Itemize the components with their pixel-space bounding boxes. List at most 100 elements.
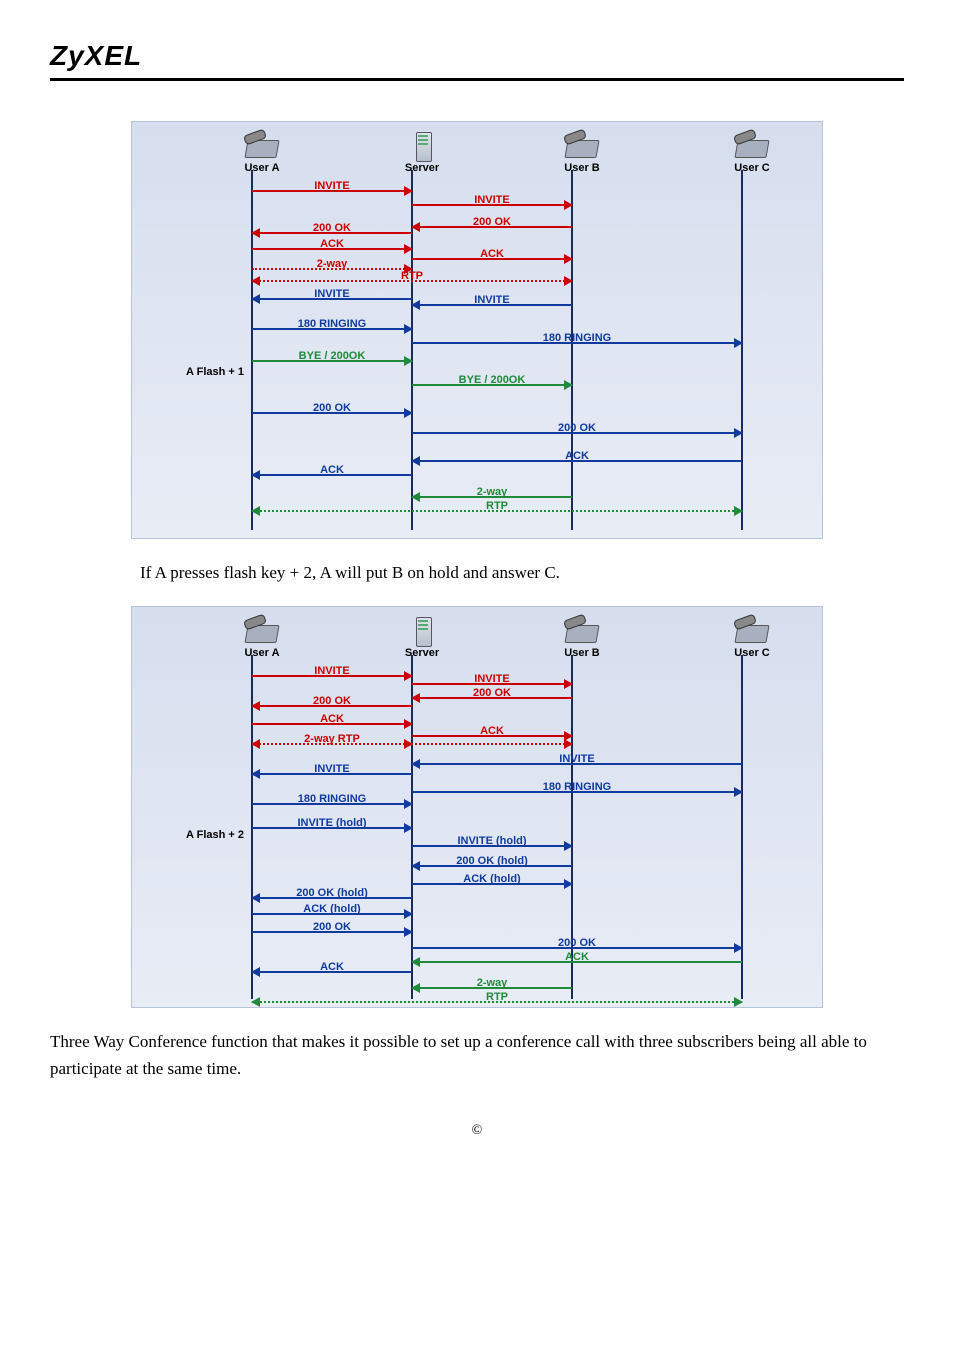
seq-arrow	[412, 697, 572, 699]
server-icon	[404, 617, 440, 645]
seq-message: 180 RINGING	[412, 332, 742, 348]
seq-message: 200 OK	[412, 422, 742, 438]
lifeline	[741, 170, 743, 530]
seq-message: RTP	[252, 270, 572, 286]
actor-b: User B	[542, 132, 622, 174]
seq-message: 200 OK	[252, 222, 412, 238]
seq-arrow	[412, 226, 572, 228]
actor-c: User C	[712, 132, 792, 174]
seq-arrow	[412, 845, 572, 847]
seq-message: INVITE (hold)	[252, 817, 412, 833]
seq-arrow	[412, 683, 572, 685]
seq-arrow	[412, 883, 572, 885]
seq-arrow	[412, 947, 742, 949]
actor-label: User A	[222, 162, 302, 174]
phone-icon	[244, 617, 280, 645]
seq-message: 200 OK	[412, 216, 572, 232]
seq-message: ACK	[252, 238, 412, 254]
actor-label: User C	[712, 647, 792, 659]
seq-arrow	[412, 432, 742, 434]
seq-message: RTP	[252, 991, 742, 1007]
phone-icon	[564, 617, 600, 645]
server-icon	[404, 132, 440, 160]
actor-label: User B	[542, 647, 622, 659]
seq-message: INVITE	[252, 180, 412, 196]
seq-arrow	[252, 232, 412, 234]
seq-arrow	[252, 412, 412, 414]
seq-arrow	[412, 961, 742, 963]
seq-message: 200 OK (hold)	[252, 887, 412, 903]
mid-paragraph: If A presses flash key + 2, A will put B…	[50, 559, 904, 586]
seq-arrow	[252, 360, 412, 362]
actor-label: Server	[382, 647, 462, 659]
seq-message: ACK	[412, 248, 572, 264]
seq-arrow	[252, 190, 412, 192]
actor-a: User A	[222, 132, 302, 174]
seq-message: BYE / 200OK	[252, 350, 412, 366]
seq-arrow	[252, 510, 742, 512]
seq-message: ACK	[252, 961, 412, 977]
seq-message: ACK (hold)	[412, 873, 572, 889]
actor-label: User C	[712, 162, 792, 174]
seq-message: INVITE	[412, 194, 572, 210]
seq-arrow	[252, 897, 412, 899]
seq-message: 180 RINGING	[252, 318, 412, 334]
seq-message: 200 OK	[252, 402, 412, 418]
seq-arrow	[412, 791, 742, 793]
seq-arrow	[412, 384, 572, 386]
seq-message: ACK	[412, 725, 572, 741]
seq-arrow	[252, 248, 412, 250]
seq-arrow	[412, 763, 742, 765]
seq-arrow	[412, 258, 572, 260]
seq-arrow	[252, 971, 412, 973]
seq-message: BYE / 200OK	[412, 374, 572, 390]
seq-arrow	[252, 675, 412, 677]
phone-icon	[244, 132, 280, 160]
actor-server: Server	[382, 132, 462, 174]
seq-message: 200 OK	[252, 695, 412, 711]
actor-c: User C	[712, 617, 792, 659]
sequence-diagram-flash-2: User AServerUser BUser CA Flash + 2INVIT…	[131, 606, 823, 1008]
seq-message: RTP	[252, 500, 742, 516]
seq-arrow	[252, 298, 412, 300]
seq-message: INVITE	[412, 753, 742, 769]
seq-message: INVITE	[252, 665, 412, 681]
sequence-diagram-flash-1: User A Server User B User C A Flash + 1 INVIT…	[131, 121, 823, 539]
seq-arrow	[252, 1001, 742, 1003]
seq-arrow	[412, 735, 572, 737]
seq-message: 200 OK	[412, 687, 572, 703]
seq-arrow	[252, 827, 412, 829]
seq-arrow	[412, 496, 572, 498]
seq-message: INVITE (hold)	[412, 835, 572, 851]
actor-b: User B	[542, 617, 622, 659]
seq-arrow	[412, 204, 572, 206]
seq-arrow	[412, 304, 572, 306]
flash-label: A Flash + 1	[142, 366, 244, 378]
seq-message: 180 RINGING	[412, 781, 742, 797]
seq-message: INVITE	[412, 294, 572, 310]
seq-arrow	[252, 328, 412, 330]
seq-message: INVITE	[252, 763, 412, 779]
bottom-paragraph: Three Way Conference function that makes…	[50, 1028, 904, 1082]
seq-message: INVITE	[252, 288, 412, 304]
seq-message: 200 OK	[252, 921, 412, 937]
seq-arrow	[252, 803, 412, 805]
seq-arrow	[412, 987, 572, 989]
seq-arrow	[252, 913, 412, 915]
seq-message: ACK	[412, 951, 742, 967]
seq-message: 200 OK (hold)	[412, 855, 572, 871]
seq-message: ACK (hold)	[252, 903, 412, 919]
phone-icon	[734, 132, 770, 160]
seq-message: ACK	[252, 464, 412, 480]
seq-arrow	[412, 342, 742, 344]
seq-arrow	[252, 773, 412, 775]
seq-arrow	[412, 865, 572, 867]
actor-label: User B	[542, 162, 622, 174]
seq-arrow	[252, 931, 412, 933]
seq-message: 180 RINGING	[252, 793, 412, 809]
brand-logo: ZyXEL	[50, 40, 904, 81]
phone-icon	[564, 132, 600, 160]
actor-server: Server	[382, 617, 462, 659]
copyright: ©	[50, 1123, 904, 1139]
seq-arrow	[252, 743, 572, 745]
